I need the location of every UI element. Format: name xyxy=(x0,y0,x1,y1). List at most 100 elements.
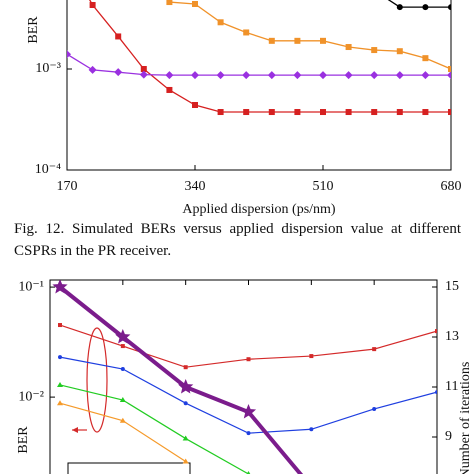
marker xyxy=(345,44,352,51)
plot-frame xyxy=(49,279,438,474)
marker xyxy=(58,323,62,328)
marker xyxy=(448,109,451,116)
marker xyxy=(243,109,250,116)
marker xyxy=(293,71,302,80)
marker xyxy=(448,4,451,11)
marker xyxy=(371,109,378,116)
annotation-ellipse xyxy=(86,327,108,433)
marker xyxy=(372,347,377,352)
y-tick-label: 10⁻³ xyxy=(35,61,61,76)
marker xyxy=(320,109,326,116)
marker xyxy=(178,379,194,394)
x-axis-label: Applied dispersion (ps/nm) xyxy=(182,202,336,217)
marker xyxy=(52,280,68,294)
marker xyxy=(217,19,224,26)
series-line xyxy=(89,0,451,113)
marker xyxy=(246,471,251,474)
marker xyxy=(372,406,377,411)
marker xyxy=(447,71,451,80)
marker xyxy=(182,435,189,441)
series-line xyxy=(387,0,451,8)
marker xyxy=(57,381,63,387)
marker xyxy=(422,4,429,11)
marker xyxy=(309,427,314,432)
legend-box xyxy=(67,462,191,474)
marker xyxy=(294,109,301,116)
marker xyxy=(240,404,257,419)
marker xyxy=(192,0,198,7)
marker xyxy=(435,390,437,395)
x-tick-label: 170 xyxy=(57,179,78,194)
marker xyxy=(320,37,326,44)
series-line xyxy=(59,402,186,462)
marker xyxy=(345,109,352,116)
x-tick-label: 340 xyxy=(185,179,206,194)
y2-tick-label: 9 xyxy=(445,429,452,444)
plot-frame xyxy=(66,0,452,171)
marker xyxy=(344,71,353,80)
y-tick-label: 10⁻² xyxy=(18,389,44,404)
marker xyxy=(246,357,251,362)
marker xyxy=(422,109,429,116)
marker xyxy=(183,401,188,406)
x-tick-label: 510 xyxy=(313,179,334,194)
marker xyxy=(294,37,301,44)
marker xyxy=(246,431,251,436)
marker xyxy=(371,47,378,54)
marker xyxy=(119,417,126,423)
y2-tick-label: 15 xyxy=(445,279,459,294)
y-tick-label: 10⁻⁴ xyxy=(35,162,61,177)
y2-axis-label: Number of iterations xyxy=(458,362,473,474)
marker xyxy=(166,86,173,93)
series-line xyxy=(67,53,451,76)
marker xyxy=(242,71,251,80)
marker xyxy=(243,29,250,36)
marker xyxy=(448,65,451,72)
marker xyxy=(370,71,379,80)
y-axis-label: BER xyxy=(26,16,41,44)
marker xyxy=(396,4,403,11)
marker xyxy=(67,50,71,59)
marker xyxy=(120,367,125,372)
marker xyxy=(58,355,62,360)
marker xyxy=(183,365,188,370)
arrow-head xyxy=(72,427,78,433)
marker xyxy=(115,33,122,40)
plot-series xyxy=(67,0,451,116)
y-axis-label: BER xyxy=(16,426,31,454)
marker xyxy=(216,71,225,80)
marker xyxy=(319,71,327,80)
plot-series xyxy=(52,280,437,474)
marker xyxy=(268,109,275,116)
marker xyxy=(267,71,276,80)
marker xyxy=(140,65,147,72)
marker xyxy=(217,109,224,116)
series-line xyxy=(169,1,451,70)
marker xyxy=(268,37,275,44)
marker xyxy=(89,2,96,9)
marker xyxy=(57,400,63,406)
marker xyxy=(115,329,131,344)
marker xyxy=(191,71,199,80)
marker xyxy=(166,0,173,6)
figure-caption: Fig. 12. Simulated BERs versus applied d… xyxy=(14,221,461,259)
marker xyxy=(422,55,429,62)
marker xyxy=(396,48,403,55)
marker xyxy=(395,71,404,80)
marker xyxy=(309,354,314,359)
y2-tick-label: 11 xyxy=(445,379,458,394)
marker xyxy=(421,71,430,80)
x-tick-label: 680 xyxy=(441,179,462,194)
marker xyxy=(396,109,403,116)
marker xyxy=(165,71,174,80)
marker xyxy=(114,68,123,77)
marker xyxy=(139,70,148,79)
marker xyxy=(120,344,125,349)
series-line xyxy=(59,384,249,474)
marker xyxy=(119,397,126,403)
marker xyxy=(182,458,189,464)
marker xyxy=(435,329,437,334)
y-tick-label: 10⁻¹ xyxy=(18,279,44,294)
